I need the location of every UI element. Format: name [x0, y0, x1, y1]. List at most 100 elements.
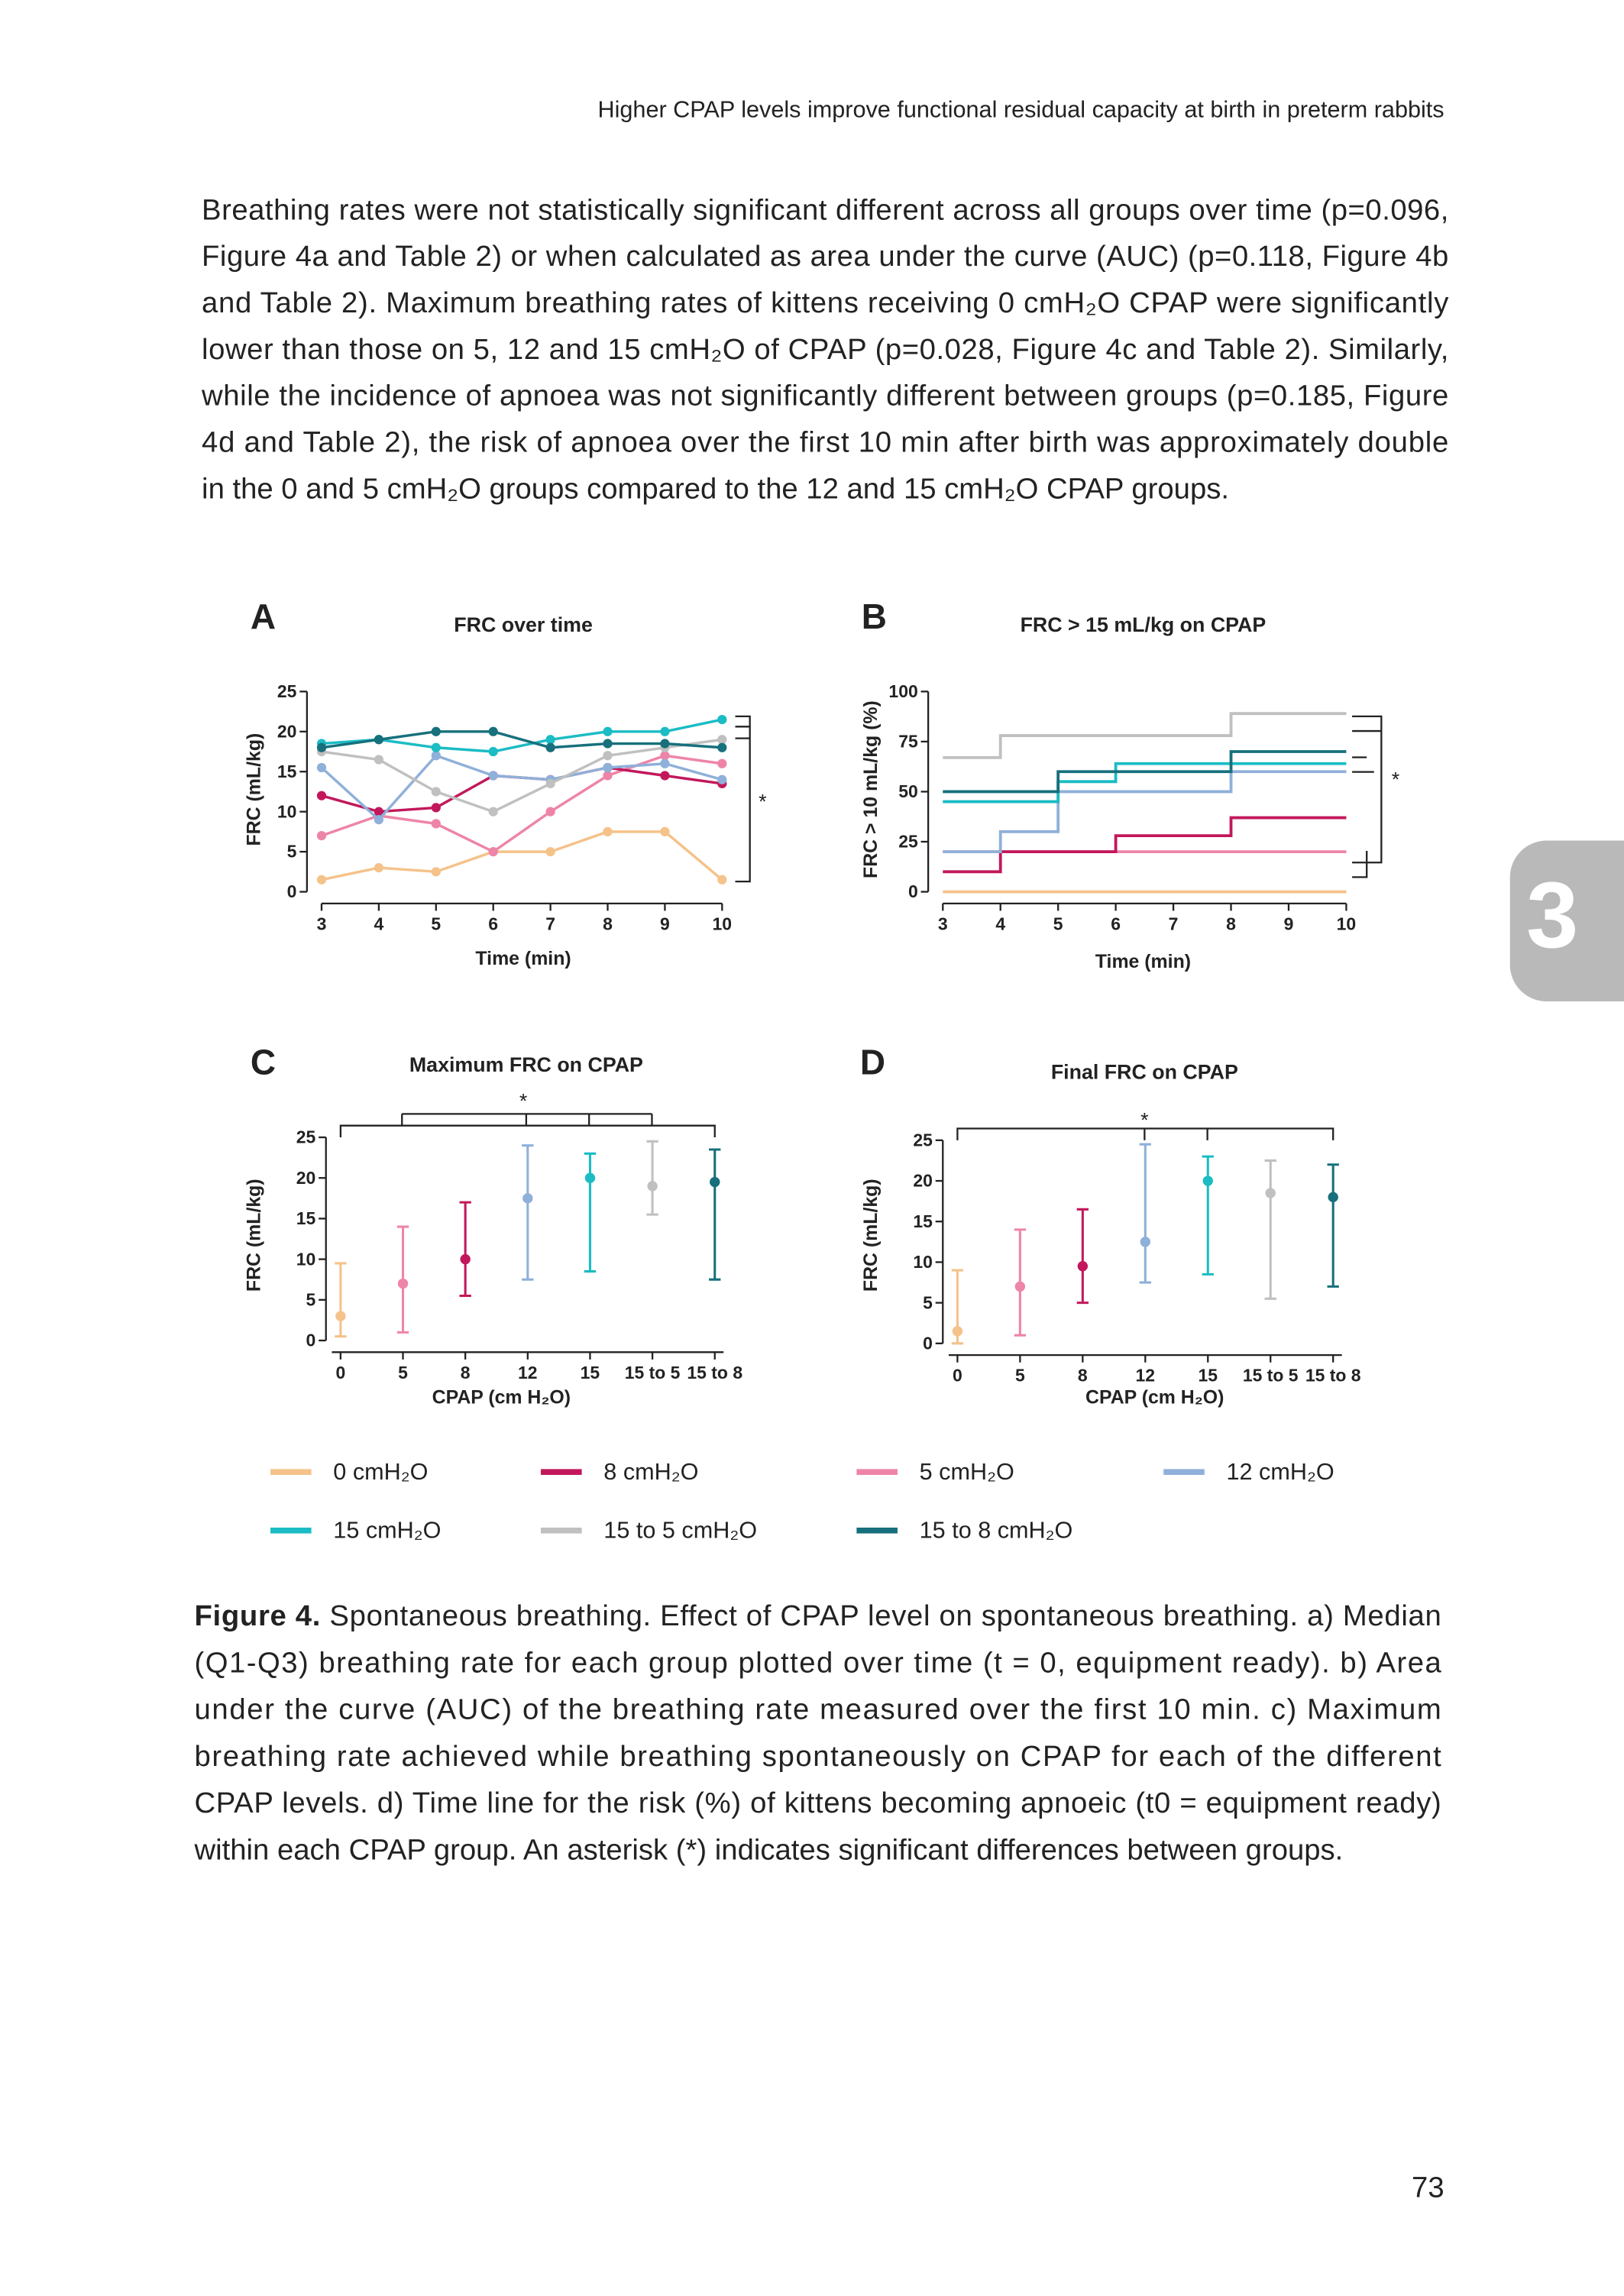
data-point — [488, 846, 498, 857]
caption-line: CPAP levels. d) Time line for the risk (… — [195, 1787, 1441, 1819]
data-point — [374, 735, 384, 745]
y-tick-label: 5 — [306, 1289, 316, 1309]
y-tick-label: 0 — [306, 1331, 316, 1350]
body-line: Figure 4a and Table 2) or when calculate… — [202, 240, 1448, 273]
error-bar — [709, 1148, 721, 1281]
caption-line: (Q1-Q3) breathing rate for each group pl… — [195, 1646, 1442, 1679]
data-point — [374, 862, 384, 873]
x-tick-label: 15 to 5 — [1243, 1366, 1299, 1386]
series-line — [321, 718, 723, 753]
x-tick-label: 15 to 8 — [687, 1363, 742, 1382]
y-tick-label: 25 — [898, 832, 918, 852]
x-axis-label: Time (min) — [475, 948, 571, 969]
data-point — [431, 751, 441, 761]
body-line: in the 0 and 5 cmH₂O groups compared to … — [202, 472, 1229, 505]
data-point — [316, 762, 327, 773]
y-tick-label: 25 — [277, 681, 297, 701]
caption-text: under the curve (AUC) of the breathing r… — [195, 1693, 1441, 1726]
y-tick-label: 50 — [898, 781, 918, 801]
legend-label: 15 cmH₂O — [333, 1517, 441, 1543]
caption-text: breathing rate achieved while breathing … — [195, 1740, 1442, 1773]
body-line: Breathing rates were not statistically s… — [202, 193, 1448, 226]
error-bar — [459, 1201, 471, 1298]
chapter-number: 3 — [1526, 862, 1578, 967]
median-point — [1077, 1261, 1089, 1272]
median-point — [1328, 1192, 1338, 1203]
page-number: 73 — [1412, 2171, 1444, 2204]
x-tick-label: 8 — [1078, 1366, 1088, 1386]
chart-title: Maximum FRC on CPAP — [409, 1053, 643, 1076]
significance-mark: * — [759, 790, 766, 813]
series-line — [321, 754, 723, 854]
chapter-tab — [1509, 840, 1624, 1002]
x-tick-label: 7 — [1169, 914, 1179, 933]
caption-text: CPAP levels. d) Time line for the risk (… — [195, 1787, 1441, 1819]
y-axis-label: FRC (mL/kg) — [860, 1179, 882, 1292]
x-tick-label: 5 — [1053, 914, 1063, 933]
legend-label: 5 cmH₂O — [920, 1459, 1014, 1485]
x-tick-label: 15 to 8 — [1305, 1366, 1361, 1386]
data-point — [603, 771, 613, 781]
error-bar — [1202, 1155, 1214, 1276]
data-point — [660, 758, 670, 768]
step-line — [943, 770, 1347, 854]
y-tick-label: 20 — [913, 1171, 933, 1191]
median-point — [584, 1172, 596, 1183]
data-point — [545, 735, 555, 745]
y-tick-label: 25 — [296, 1127, 316, 1147]
x-tick-label: 8 — [603, 914, 613, 933]
body-line: and Table 2). Maximum breathing rates of… — [202, 286, 1449, 319]
y-tick-label: 100 — [888, 681, 917, 701]
data-point — [374, 807, 384, 817]
median-point — [1014, 1281, 1026, 1292]
legend-label: 15 to 8 cmH₂O — [920, 1517, 1073, 1543]
median-point — [460, 1253, 471, 1265]
data-point — [660, 726, 670, 736]
panel-letter: A — [251, 597, 276, 636]
step-line — [943, 762, 1347, 804]
median-point — [1202, 1175, 1213, 1186]
data-point — [431, 787, 441, 797]
data-point — [316, 742, 327, 752]
x-tick-label: 15 to 5 — [625, 1363, 681, 1382]
series-line — [321, 738, 723, 813]
y-tick-label: 15 — [277, 762, 297, 781]
data-point — [316, 875, 327, 884]
data-point — [717, 875, 727, 884]
data-point — [488, 807, 498, 817]
x-axis-label: CPAP (cm H₂O) — [432, 1386, 571, 1408]
significance-bracket — [956, 1127, 1334, 1140]
significance-mark: * — [519, 1090, 527, 1113]
data-point — [717, 758, 727, 768]
significance-bracket — [735, 715, 751, 883]
y-tick-label: 20 — [296, 1168, 316, 1188]
y-tick-label: 0 — [287, 881, 297, 901]
data-point — [660, 739, 670, 749]
x-tick-label: 9 — [660, 914, 670, 933]
error-bar — [335, 1262, 347, 1338]
x-tick-label: 6 — [1111, 914, 1121, 933]
significance-bracket — [1352, 715, 1383, 878]
data-point — [431, 819, 441, 829]
x-tick-label: 7 — [545, 914, 555, 933]
series-line — [321, 830, 723, 881]
error-bar — [1139, 1143, 1151, 1284]
y-tick-label: 15 — [913, 1211, 933, 1231]
y-axis-label: FRC > 10 mL/kg (%) — [860, 700, 882, 878]
caption-text: (Q1-Q3) breathing rate for each group pl… — [195, 1646, 1442, 1679]
median-point — [710, 1176, 720, 1188]
legend-label: 12 cmH₂O — [1227, 1459, 1334, 1485]
data-point — [717, 774, 727, 784]
data-point — [488, 771, 498, 781]
y-tick-label: 15 — [296, 1208, 316, 1228]
y-tick-label: 0 — [923, 1333, 933, 1353]
chart-title: Final FRC on CPAP — [1051, 1060, 1238, 1083]
x-tick-label: 10 — [1337, 914, 1357, 933]
error-bar — [646, 1140, 658, 1216]
y-axis-label: FRC (mL/kg) — [244, 733, 265, 846]
body-line: while the incidence of apnoea was not si… — [201, 380, 1448, 412]
x-tick-label: 12 — [1136, 1366, 1156, 1386]
x-tick-label: 5 — [431, 914, 441, 933]
data-point — [717, 735, 727, 745]
